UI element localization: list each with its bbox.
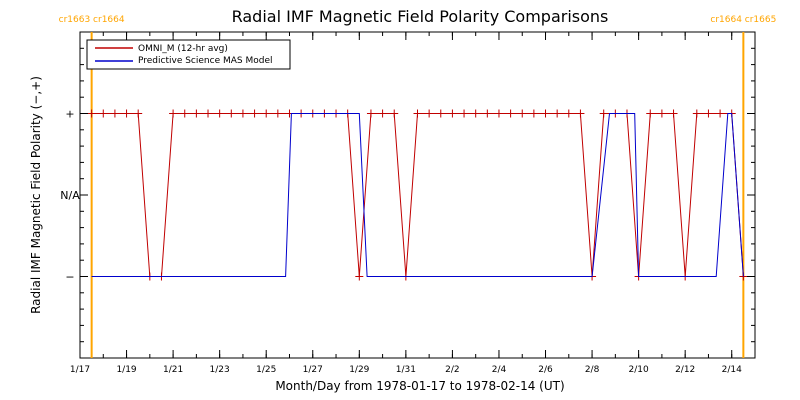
- data-point: [669, 109, 678, 118]
- x-tick-label: 1/21: [163, 365, 183, 375]
- series-line-1: [91, 113, 744, 277]
- x-tick-label: 2/8: [585, 365, 600, 375]
- data-point: [87, 109, 96, 118]
- plot-frame: [79, 31, 756, 359]
- data-point: [413, 109, 422, 118]
- legend-label-mas: Predictive Science MAS Model: [138, 56, 273, 66]
- data-point: [192, 109, 201, 118]
- data-point: [553, 109, 562, 118]
- data-point: [425, 109, 434, 118]
- x-tick-label: 1/31: [396, 365, 416, 375]
- y-tick-label: +: [65, 108, 74, 121]
- data-point: [436, 109, 445, 118]
- x-tick-label: 2/2: [445, 365, 459, 375]
- x-tick-label: 1/23: [210, 365, 230, 375]
- carrington-label: cr1664 cr1665: [710, 15, 776, 25]
- series-layer: [87, 109, 748, 281]
- data-point: [448, 109, 457, 118]
- data-point: [506, 109, 515, 118]
- data-point: [564, 109, 573, 118]
- data-point: [262, 109, 271, 118]
- x-tick-label: 2/4: [492, 365, 507, 375]
- data-point: [355, 272, 364, 281]
- data-point: [716, 109, 725, 118]
- data-point: [471, 109, 480, 118]
- data-point: [238, 109, 247, 118]
- data-point: [122, 109, 131, 118]
- data-point: [169, 109, 178, 118]
- x-axis-label: Month/Day from 1978-01-17 to 1978-02-14 …: [275, 379, 564, 393]
- legend-label-omni: OMNI_M (12-hr avg): [138, 44, 228, 54]
- x-tick-label: 1/29: [349, 365, 369, 375]
- data-point: [599, 109, 608, 118]
- x-tick-label: 2/10: [629, 365, 649, 375]
- carrington-label: cr1663 cr1664: [59, 15, 125, 25]
- data-point: [378, 109, 387, 118]
- series-line-0: [91, 113, 744, 277]
- data-point: [204, 109, 213, 118]
- data-point: [704, 109, 713, 118]
- data-point: [227, 109, 236, 118]
- data-point: [180, 109, 189, 118]
- data-point: [366, 109, 375, 118]
- legend: OMNI_M (12-hr avg) Predictive Science MA…: [86, 39, 291, 70]
- data-point: [529, 109, 538, 118]
- x-tick-label: 2/12: [675, 365, 695, 375]
- x-tick-label: 2/14: [722, 365, 742, 375]
- data-point: [134, 109, 143, 118]
- axis-ticks: 1/17 1/19 1/21 1/23 1/25 1/27 1/29 1/31 2/2 2/4 2/…: [60, 31, 756, 375]
- data-point: [250, 109, 259, 118]
- x-tick-label: 1/17: [70, 365, 90, 375]
- carrington-markers: cr1663 cr1664 cr1664 cr1665: [59, 15, 776, 358]
- data-point: [494, 109, 503, 118]
- data-point: [657, 109, 666, 118]
- data-point: [215, 109, 224, 118]
- x-tick-label: 2/6: [538, 365, 553, 375]
- data-point: [518, 109, 527, 118]
- data-point: [646, 109, 655, 118]
- y-tick-label: N/A: [60, 189, 80, 202]
- data-point: [273, 109, 282, 118]
- data-point: [541, 109, 550, 118]
- data-point: [576, 109, 585, 118]
- x-tick-label: 1/19: [116, 365, 136, 375]
- data-point: [483, 109, 492, 118]
- data-point: [99, 109, 108, 118]
- chart-title: Radial IMF Magnetic Field Polarity Compa…: [232, 7, 609, 26]
- data-point: [692, 109, 701, 118]
- legend-box: [86, 39, 291, 70]
- data-point: [110, 109, 119, 118]
- x-tick-label: 1/27: [303, 365, 323, 375]
- x-tick-label: 1/25: [256, 365, 276, 375]
- data-point: [390, 109, 399, 118]
- y-axis-label: Radial IMF Magnetic Field Polarity (−,+): [29, 76, 43, 314]
- data-point: [460, 109, 469, 118]
- y-tick-label: −: [65, 271, 74, 284]
